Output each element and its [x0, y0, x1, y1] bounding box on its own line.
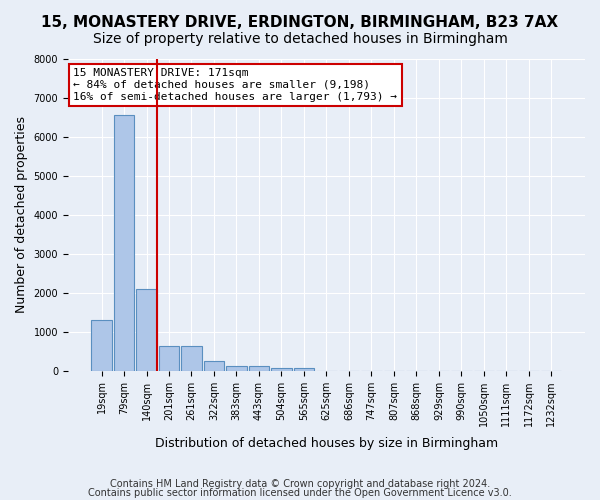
Bar	[249, 366, 269, 370]
Bar	[181, 346, 202, 370]
Bar	[91, 320, 112, 370]
Bar	[271, 368, 292, 370]
Bar	[226, 366, 247, 370]
Bar	[159, 346, 179, 370]
Bar	[204, 361, 224, 370]
X-axis label: Distribution of detached houses by size in Birmingham: Distribution of detached houses by size …	[155, 437, 498, 450]
Text: 15, MONASTERY DRIVE, ERDINGTON, BIRMINGHAM, B23 7AX: 15, MONASTERY DRIVE, ERDINGTON, BIRMINGH…	[41, 15, 559, 30]
Bar	[114, 116, 134, 370]
Bar	[294, 368, 314, 370]
Text: Contains HM Land Registry data © Crown copyright and database right 2024.: Contains HM Land Registry data © Crown c…	[110, 479, 490, 489]
Bar	[136, 289, 157, 370]
Text: Contains public sector information licensed under the Open Government Licence v3: Contains public sector information licen…	[88, 488, 512, 498]
Text: 15 MONASTERY DRIVE: 171sqm
← 84% of detached houses are smaller (9,198)
16% of s: 15 MONASTERY DRIVE: 171sqm ← 84% of deta…	[73, 68, 397, 102]
Text: Size of property relative to detached houses in Birmingham: Size of property relative to detached ho…	[92, 32, 508, 46]
Y-axis label: Number of detached properties: Number of detached properties	[15, 116, 28, 314]
